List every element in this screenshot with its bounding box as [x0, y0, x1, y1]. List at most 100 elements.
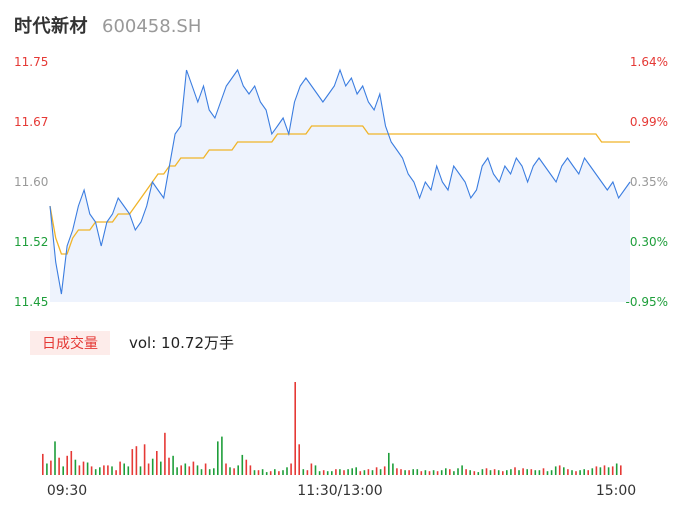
volume-bar — [184, 463, 187, 475]
volume-bar — [481, 469, 484, 475]
volume-bar — [86, 462, 89, 475]
volume-bar — [538, 470, 541, 475]
volume-bar — [66, 455, 68, 475]
volume-bar — [453, 471, 455, 475]
volume-bar — [432, 470, 435, 475]
volume-bar — [82, 461, 85, 475]
y-tick-right: -0.95% — [626, 295, 668, 309]
volume-bar — [530, 469, 533, 475]
volume-bar — [331, 471, 333, 475]
volume-bar — [526, 469, 528, 475]
volume-bar — [151, 458, 154, 475]
volume-bar — [359, 471, 362, 475]
volume-bar — [119, 461, 121, 475]
volume-bar — [400, 469, 402, 475]
volume-bar — [302, 469, 305, 475]
volume-bar — [595, 466, 598, 475]
volume-bar — [620, 465, 622, 475]
stock-code: 600458.SH — [102, 16, 202, 37]
volume-bar — [237, 465, 239, 475]
volume-bar — [326, 471, 329, 475]
volume-bar — [176, 467, 178, 475]
price-line — [49, 68, 631, 295]
y-tick-right: -0.30% — [626, 235, 668, 249]
volume-bar — [607, 467, 610, 475]
volume-bar — [269, 471, 272, 475]
volume-bar — [339, 469, 341, 475]
volume-bar — [278, 471, 280, 475]
volume-bar — [310, 463, 313, 475]
volume-bar — [58, 457, 60, 475]
volume-bar — [367, 469, 370, 475]
volume-bar — [363, 470, 366, 475]
volume-bar — [554, 466, 557, 475]
volume-bar — [449, 469, 451, 475]
volume-bar — [371, 470, 374, 475]
volume-bar — [245, 459, 248, 475]
volume-bar — [257, 470, 260, 475]
volume-bar — [611, 466, 614, 475]
x-tick: 15:00 — [596, 483, 636, 499]
volume-bar — [107, 465, 109, 475]
volume-bar — [249, 465, 252, 475]
volume-bar — [103, 465, 105, 475]
volume-bar — [160, 461, 162, 475]
volume-bar — [388, 452, 390, 475]
volume-bar — [591, 468, 594, 475]
volume-bar — [603, 465, 606, 475]
volume-bar — [558, 465, 561, 475]
volume-bar — [424, 470, 427, 475]
volume-bar — [335, 469, 337, 475]
x-tick: 09:30 — [47, 483, 87, 499]
volume-bar — [550, 470, 553, 475]
volume-bar — [115, 470, 117, 475]
volume-bar — [579, 470, 581, 475]
volume-bar — [571, 470, 573, 475]
stock-header: 时代新材 600458.SH — [14, 12, 201, 40]
volume-bar — [473, 471, 476, 475]
volume-bar — [54, 441, 56, 475]
volume-bar — [510, 469, 512, 475]
y-tick-left: 11.52 — [14, 235, 48, 249]
volume-bar — [518, 470, 520, 475]
volume-bar — [204, 463, 207, 475]
volume-bar — [615, 463, 618, 475]
volume-bar — [575, 471, 577, 475]
volume-bar — [351, 468, 353, 475]
volume-bar — [131, 449, 134, 475]
volume-bar — [50, 460, 52, 475]
volume-bar — [135, 446, 138, 475]
y-tick-left: 11.45 — [14, 295, 48, 309]
volume-bar — [306, 470, 309, 475]
y-tick-left: 11.75 — [14, 55, 48, 69]
volume-bar — [274, 469, 276, 475]
volume-bar — [383, 466, 386, 475]
volume-bar — [123, 463, 125, 475]
volume-bar — [542, 468, 545, 475]
volume-bar — [522, 468, 524, 475]
volume-bar — [265, 472, 268, 475]
volume-bar — [404, 470, 406, 475]
volume-bar — [229, 467, 231, 475]
volume-bar — [241, 454, 244, 475]
volume-badge[interactable]: 日成交量 — [30, 331, 110, 355]
volume-bar — [208, 469, 211, 475]
volume-bar — [286, 467, 288, 475]
volume-bar — [322, 470, 325, 475]
volume-bar — [253, 470, 256, 475]
volume-bar — [42, 453, 44, 475]
y-tick-left: 11.60 — [14, 175, 48, 189]
y-tick-left: 11.67 — [14, 115, 48, 129]
volume-bar — [379, 469, 382, 475]
volume-bar — [514, 467, 516, 475]
volume-bar — [62, 466, 64, 475]
volume-bar — [213, 468, 215, 475]
volume-bar — [599, 467, 602, 475]
volume-bar — [436, 471, 439, 475]
volume-bar — [168, 457, 170, 475]
volume-bar — [534, 470, 537, 475]
volume-bar — [111, 466, 113, 475]
volume-bar — [477, 472, 480, 475]
volume-bar — [294, 382, 296, 475]
